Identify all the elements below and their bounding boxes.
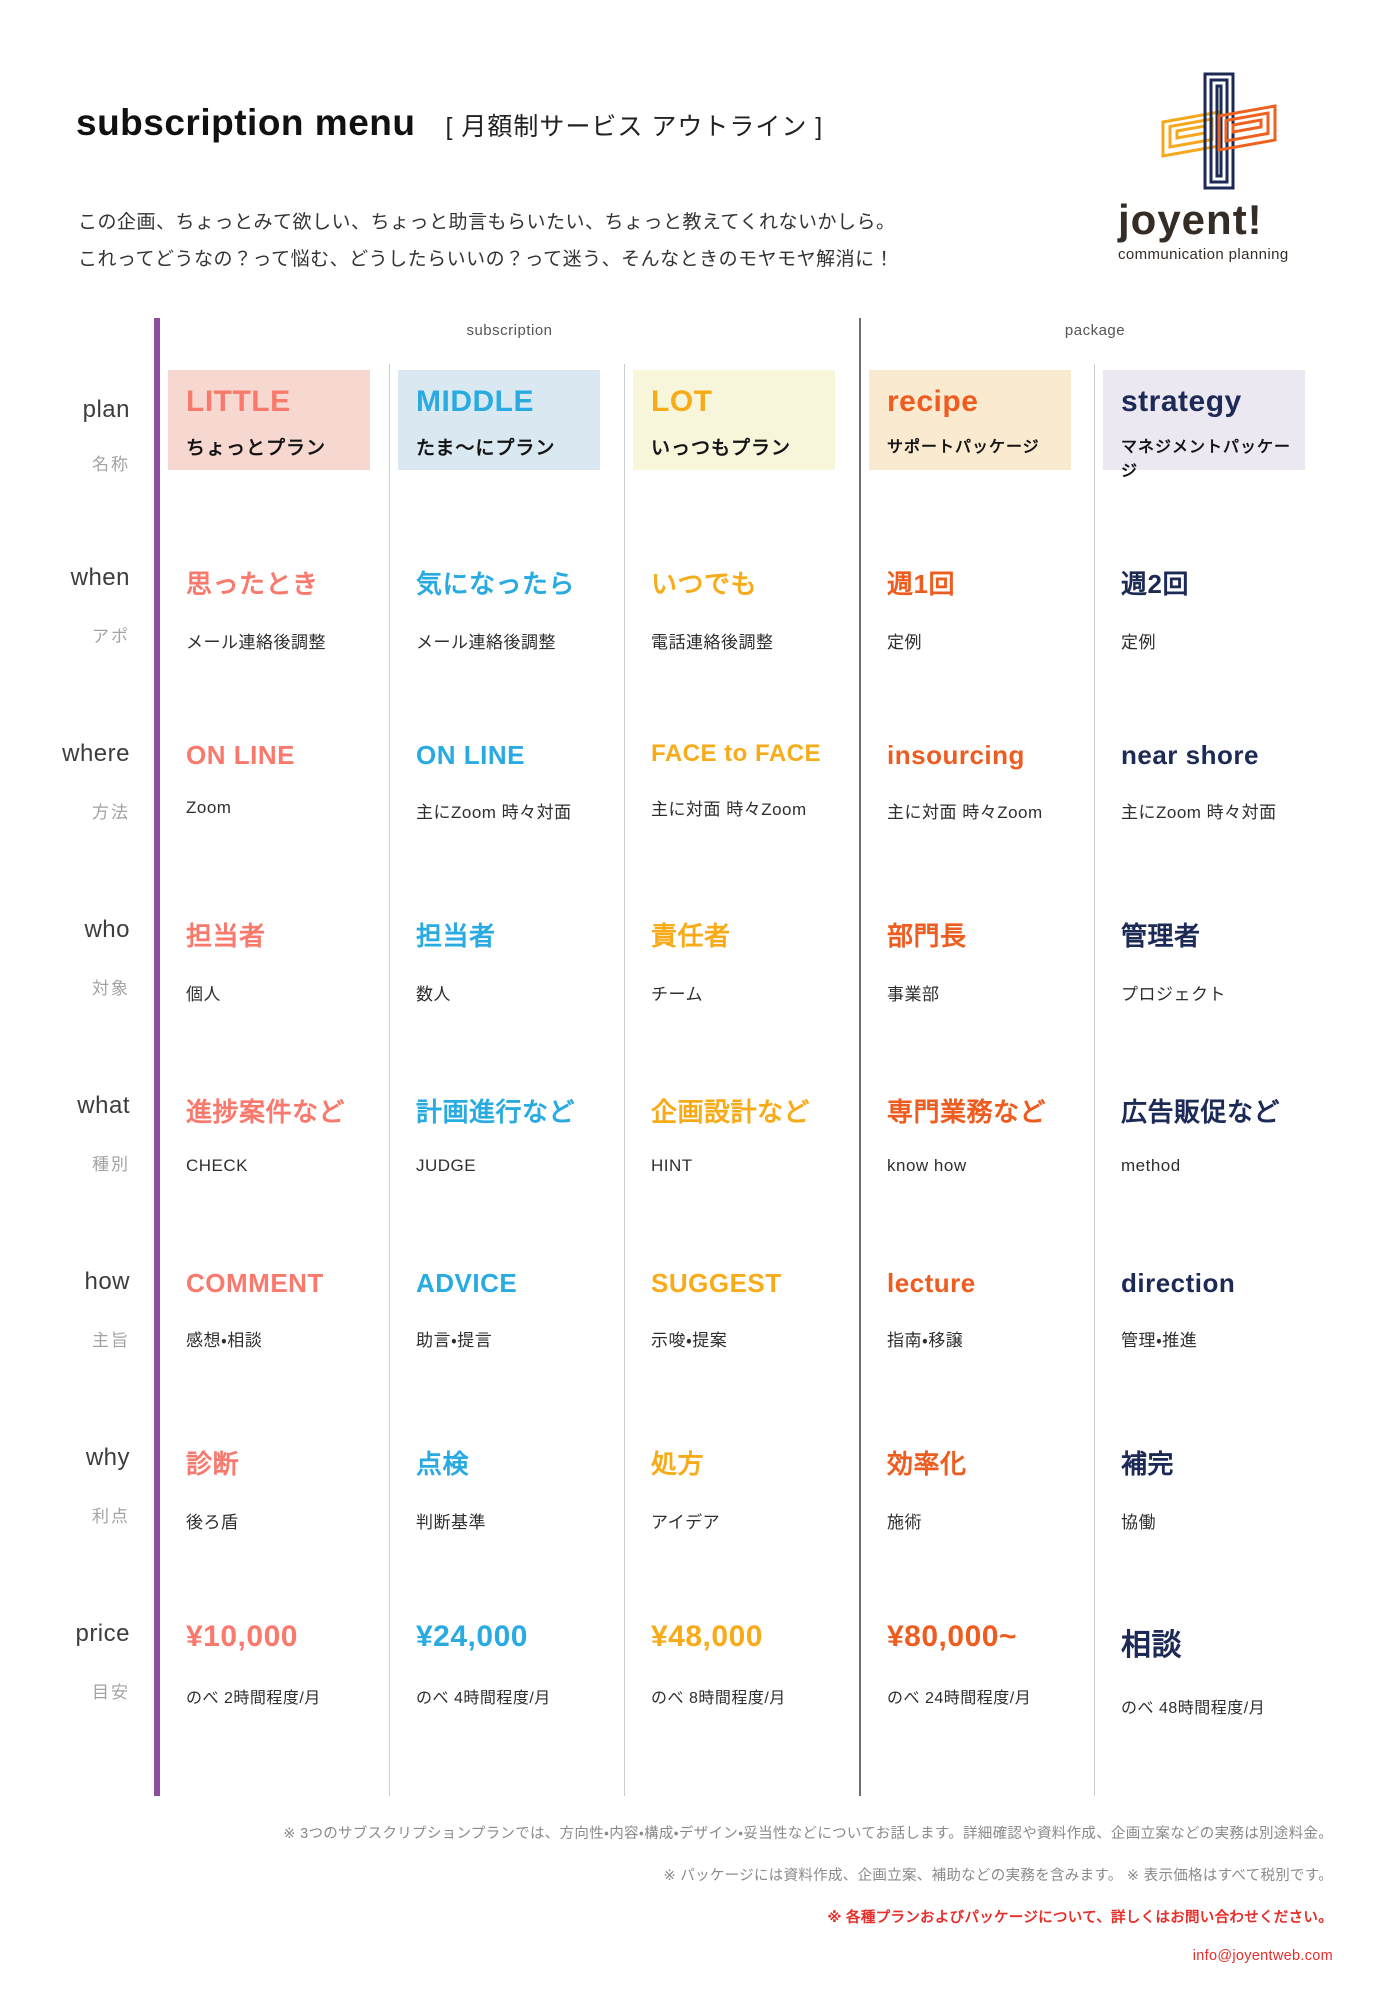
footer-contact-email: info@joyentweb.com <box>1192 1948 1333 1964</box>
page-header: subscription menu [ 月額制サービス アウトライン ] <box>76 102 823 144</box>
cell-price-little: ¥10,000 のべ 2時間程度/月 <box>154 1616 389 1796</box>
cell-what-little: 進捗案件など CHECK <box>154 1088 389 1264</box>
row-label-plan: plan 名称 <box>82 396 130 474</box>
row-label-where: where 方法 <box>62 740 130 822</box>
row-why: why 利点 診断 後ろ盾 点検 判断基準 処方 アイデア 効率化 施術 補完 … <box>0 1440 1329 1616</box>
plan-card-recipe: recipe サポートパッケージ <box>859 364 1094 560</box>
row-label-who: who 対象 <box>84 916 130 998</box>
cell-why-recipe: 効率化 施術 <box>859 1440 1094 1616</box>
group-label-row: subscription package <box>0 318 1329 364</box>
plan-card-middle: MIDDLE たま〜にプラン <box>389 364 624 560</box>
cell-what-recipe: 専門業務など know how <box>859 1088 1094 1264</box>
plan-name: LOT <box>651 385 713 418</box>
plan-subname: いっつもプラン <box>651 438 792 459</box>
cell-where-little: ON LINE Zoom <box>154 736 389 912</box>
page-title: subscription menu <box>76 102 416 143</box>
cell-where-middle: ON LINE 主にZoom 時々対面 <box>389 736 624 912</box>
row-plan: plan 名称 LITTLE ちょっとプラン MIDDLE たま〜にプラン LO… <box>0 364 1329 560</box>
cell-when-strategy: 週2回 定例 <box>1094 560 1329 736</box>
plan-card-strategy: strategy マネジメントパッケージ <box>1094 364 1329 560</box>
row-where: where 方法 ON LINE Zoom ON LINE 主にZoom 時々対… <box>0 736 1329 912</box>
plan-card-lot: LOT いっつもプラン <box>624 364 859 560</box>
cell-price-middle: ¥24,000 のべ 4時間程度/月 <box>389 1616 624 1796</box>
footer-note-1: ※ 3つのサブスクリプションプランでは、方向性・内容・構成・デザイン・妥当性など… <box>283 1826 1333 1842</box>
cell-how-recipe: lecture 指南・移譲 <box>859 1264 1094 1440</box>
footer-note-2: ※ パッケージには資料作成、企画立案、補助などの実務を含みます。 ※ 表示価格は… <box>663 1868 1333 1884</box>
cell-what-lot: 企画設計など HINT <box>624 1088 859 1264</box>
cell-when-recipe: 週1回 定例 <box>859 560 1094 736</box>
cell-how-middle: ADVICE 助言・提言 <box>389 1264 624 1440</box>
cell-where-lot: FACE to FACE 主に対面 時々Zoom <box>624 736 859 912</box>
plan-name: LITTLE <box>186 385 291 418</box>
cell-who-middle: 担当者 数人 <box>389 912 624 1088</box>
footer-note-3: ※ 各種プランおよびパッケージについて、詳しくはお問い合わせください。 <box>827 1910 1333 1926</box>
cell-where-strategy: near shore 主にZoom 時々対面 <box>1094 736 1329 912</box>
plan-card-little: LITTLE ちょっとプラン <box>154 364 389 560</box>
cell-what-middle: 計画進行など JUDGE <box>389 1088 624 1264</box>
cell-price-lot: ¥48,000 のべ 8時間程度/月 <box>624 1616 859 1796</box>
cell-when-middle: 気になったら メール連絡後調整 <box>389 560 624 736</box>
row-label-when: when アポ <box>70 564 130 646</box>
plan-subname: たま〜にプラン <box>416 438 556 459</box>
row-label-what: what 種別 <box>77 1092 130 1174</box>
intro-text: この企画、ちょっとみて欲しい、ちょっと助言もらいたい、ちょっと教えてくれないかし… <box>78 204 895 278</box>
cell-who-lot: 責任者 チーム <box>624 912 859 1088</box>
footer-notes: ※ 3つのサブスクリプションプランでは、方向性・内容・構成・デザイン・妥当性など… <box>283 1822 1333 1985</box>
cell-why-middle: 点検 判断基準 <box>389 1440 624 1616</box>
cell-why-strategy: 補完 協働 <box>1094 1440 1329 1616</box>
cell-where-recipe: insourcing 主に対面 時々Zoom <box>859 736 1094 912</box>
cell-price-strategy: 相談 のべ 48時間程度/月 <box>1094 1616 1329 1796</box>
plan-name: MIDDLE <box>416 385 534 418</box>
cell-how-strategy: direction 管理・推進 <box>1094 1264 1329 1440</box>
cell-why-little: 診断 後ろ盾 <box>154 1440 389 1616</box>
plan-subname: マネジメントパッケージ <box>1121 439 1292 480</box>
intro-line-1: この企画、ちょっとみて欲しい、ちょっと助言もらいたい、ちょっと教えてくれないかし… <box>78 212 896 233</box>
plan-subname: ちょっとプラン <box>186 438 327 459</box>
row-price: price 目安 ¥10,000 のべ 2時間程度/月 ¥24,000 のべ 4… <box>0 1616 1329 1796</box>
row-how: how 主旨 COMMENT 感想・相談 ADVICE 助言・提言 SUGGES… <box>0 1264 1329 1440</box>
plan-subname: サポートパッケージ <box>887 439 1040 456</box>
intro-line-2: これってどうなの？って悩む、どうしたらいいの？って迷う、そんなときのモヤモヤ解消… <box>78 249 895 271</box>
group-label-subscription: subscription <box>154 318 859 364</box>
cell-who-strategy: 管理者 プロジェクト <box>1094 912 1329 1088</box>
plan-comparison-table: subscription package plan 名称 LITTLE ちょっと… <box>0 318 1329 1796</box>
row-label-price: price 目安 <box>75 1620 130 1702</box>
page-subtitle: [ 月額制サービス アウトライン ] <box>445 113 824 141</box>
cell-price-recipe: ¥80,000~ のべ 24時間程度/月 <box>859 1616 1094 1796</box>
cell-when-little: 思ったとき メール連絡後調整 <box>154 560 389 736</box>
cell-when-lot: いつでも 電話連絡後調整 <box>624 560 859 736</box>
row-label-how: how 主旨 <box>84 1268 130 1350</box>
cell-who-recipe: 部門長 事業部 <box>859 912 1094 1088</box>
plan-name: strategy <box>1121 385 1242 418</box>
group-label-package: package <box>859 318 1329 364</box>
logo-name: joyent! <box>1118 196 1263 243</box>
cell-who-little: 担当者 個人 <box>154 912 389 1088</box>
joyent-logo: joyent! communication planning <box>1118 70 1338 263</box>
row-what: what 種別 進捗案件など CHECK 計画進行など JUDGE 企画設計など… <box>0 1088 1329 1264</box>
cell-how-little: COMMENT 感想・相談 <box>154 1264 389 1440</box>
cell-how-lot: SUGGEST 示唆・提案 <box>624 1264 859 1440</box>
row-label-why: why 利点 <box>85 1444 130 1526</box>
joyent-logo-mark <box>1161 72 1277 190</box>
cell-why-lot: 処方 アイデア <box>624 1440 859 1616</box>
row-when: when アポ 思ったとき メール連絡後調整 気になったら メール連絡後調整 い… <box>0 560 1329 736</box>
plan-name: recipe <box>887 385 979 418</box>
row-who: who 対象 担当者 個人 担当者 数人 責任者 チーム 部門長 事業部 管理者… <box>0 912 1329 1088</box>
logo-tagline: communication planning <box>1118 246 1289 263</box>
cell-what-strategy: 広告販促など method <box>1094 1088 1329 1264</box>
